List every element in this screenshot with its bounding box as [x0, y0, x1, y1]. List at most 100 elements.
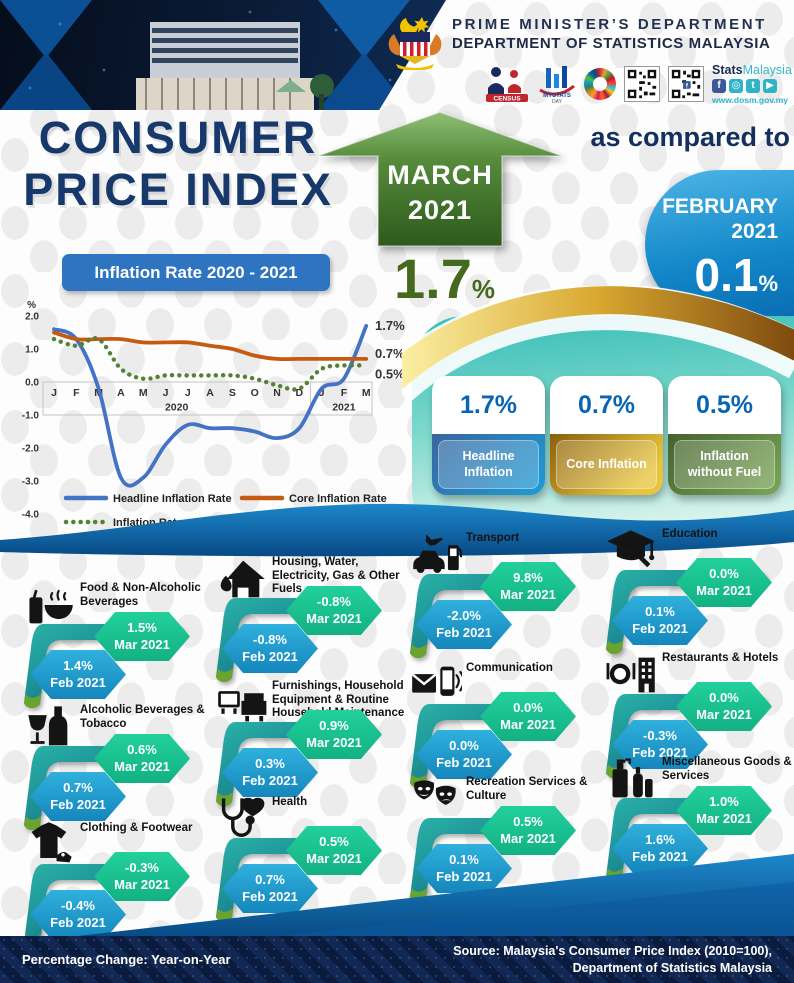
dosm-building-photo	[0, 0, 446, 110]
logo-row: CENSUS MYSTATS DAY	[484, 60, 792, 108]
svg-text:MYSTATS: MYSTATS	[543, 93, 571, 99]
core-inflation-label: Core Inflation	[556, 440, 657, 489]
page-title: CONSUMER PRICE INDEX	[8, 112, 348, 216]
title-line1: CONSUMER	[38, 112, 318, 163]
svg-text:M: M	[139, 387, 148, 399]
twitter-icon[interactable]: t	[746, 79, 760, 93]
category-item: Food & Non-Alcoholic Beverages 1.5% Mar …	[18, 578, 216, 730]
category-mar-label: Mar 2021	[696, 810, 752, 826]
svg-text:N: N	[273, 387, 281, 399]
svg-text:J: J	[185, 387, 191, 399]
svg-text:2.0: 2.0	[25, 312, 39, 323]
category-mar-badge: -0.3% Mar 2021	[94, 852, 190, 901]
category-mar-label: Mar 2021	[306, 734, 362, 750]
svg-text:J: J	[163, 387, 169, 399]
category-feb-label: Feb 2021	[242, 888, 298, 904]
category-feb-label: Feb 2021	[632, 620, 688, 636]
category-feb-label: Feb 2021	[50, 674, 106, 690]
youtube-icon[interactable]: ▶	[763, 79, 777, 93]
svg-text:0.0: 0.0	[25, 378, 39, 389]
category-name: Education	[662, 528, 718, 540]
sdg-wheel-logo	[584, 68, 616, 100]
svg-text:CENSUS: CENSUS	[493, 96, 521, 103]
category-mar-value: 1.5%	[127, 620, 157, 636]
instagram-icon[interactable]: ◎	[729, 79, 743, 93]
category-name: Communication	[466, 662, 553, 674]
category-feb-value: 0.1%	[645, 604, 675, 620]
category-mar-label: Mar 2021	[114, 758, 170, 774]
category-feb-value: 0.3%	[255, 756, 285, 772]
core-inflation-card: 0.7% Core Inflation	[550, 376, 663, 495]
category-feb-value: 1.4%	[63, 658, 93, 674]
recreation-icon	[410, 774, 462, 824]
category-mar-badge: 0.0% Mar 2021	[676, 558, 772, 607]
health-icon	[216, 794, 268, 844]
svg-text:1.7%: 1.7%	[375, 318, 405, 333]
svg-text:f: f	[686, 82, 689, 89]
website-link[interactable]: www.dosm.gov.my	[712, 95, 789, 105]
transport-icon	[410, 530, 463, 580]
headline-inflation-label: Headline Inflation	[438, 440, 539, 489]
up-arrow-shape	[317, 111, 563, 247]
svg-text:J: J	[319, 387, 325, 399]
category-feb-badge: 1.4% Feb 2021	[30, 650, 126, 699]
inflation-without-fuel-label: Inflation without Fuel	[674, 440, 775, 489]
svg-text:Headline Inflation Rate: Headline Inflation Rate	[113, 493, 232, 505]
malaysia-coat-of-arms	[388, 17, 442, 70]
category-mar-badge: 0.6% Mar 2021	[94, 734, 190, 783]
category-name: Miscellaneous Goods & Services	[662, 756, 792, 782]
food-beverage-icon	[24, 580, 76, 630]
category-feb-label: Feb 2021	[436, 868, 492, 884]
furnishings-icon	[216, 678, 268, 728]
svg-text:-2.0: -2.0	[22, 444, 40, 455]
svg-text:0.5%: 0.5%	[375, 367, 405, 382]
miscellaneous-icon	[606, 754, 658, 804]
department-header: PRIME MINISTER’S DEPARTMENT DEPARTMENT O…	[452, 16, 792, 54]
category-mar-label: Mar 2021	[306, 610, 362, 626]
headline-inflation-value: 1.7%	[432, 376, 545, 434]
footer-source-line1: Source: Malaysia's Consumer Price Index …	[453, 944, 772, 959]
category-mar-value: 0.5%	[319, 834, 349, 850]
category-feb-value: 1.6%	[645, 832, 675, 848]
core-inflation-value: 0.7%	[550, 376, 663, 434]
category-feb-label: Feb 2021	[632, 744, 688, 760]
census-logo: CENSUS	[486, 67, 528, 103]
category-item: Health 0.5% Mar 2021 0.7% Feb 2021	[210, 792, 408, 944]
svg-text:D: D	[296, 387, 304, 399]
svg-text:2021: 2021	[332, 402, 356, 414]
category-mar-label: Mar 2021	[696, 706, 752, 722]
category-name: Food & Non-Alcoholic Beverages	[80, 582, 201, 608]
category-mar-badge: 1.5% Mar 2021	[94, 612, 190, 661]
qr-code-dosm	[624, 66, 660, 102]
category-feb-value: -2.0%	[447, 608, 481, 624]
svg-text:-4.0: -4.0	[22, 510, 40, 521]
facebook-icon[interactable]: f	[712, 79, 726, 93]
blue-wave-divider	[0, 503, 794, 557]
category-mar-value: 0.6%	[127, 742, 157, 758]
qr-code-facebook: f	[668, 66, 704, 102]
svg-text:J: J	[51, 387, 57, 399]
education-icon	[606, 526, 658, 576]
department-line1: PRIME MINISTER’S DEPARTMENT	[452, 16, 767, 33]
category-mar-value: 0.0%	[513, 700, 543, 716]
category-mar-badge: 0.9% Mar 2021	[286, 710, 382, 759]
stats-malaysia-wordmark: StatsMalaysia	[712, 63, 794, 77]
category-mar-value: -0.3%	[125, 860, 159, 876]
category-feb-badge: -0.8% Feb 2021	[222, 624, 318, 673]
svg-text:A: A	[117, 387, 125, 399]
svg-text:-1.0: -1.0	[22, 411, 40, 422]
svg-text:1.0: 1.0	[25, 345, 39, 356]
category-mar-value: -0.8%	[317, 594, 351, 610]
category-feb-badge: 0.1% Feb 2021	[416, 844, 512, 893]
svg-text:S: S	[229, 387, 236, 399]
category-item: Transport 9.8% Mar 2021 -2.0% Feb 2021	[404, 528, 602, 680]
category-feb-badge: 0.3% Feb 2021	[222, 748, 318, 797]
category-feb-value: 0.7%	[63, 780, 93, 796]
brand-stats: Stats	[712, 63, 743, 77]
category-item: Furnishings, Household Equipment & Routi…	[210, 676, 408, 828]
category-item: Education 0.0% Mar 2021 0.1% Feb 2021	[600, 524, 794, 676]
svg-text:Core Inflation Rate: Core Inflation Rate	[289, 493, 387, 505]
communication-icon	[410, 660, 465, 710]
category-feb-badge: -2.0% Feb 2021	[416, 600, 512, 649]
category-feb-label: Feb 2021	[436, 754, 492, 770]
